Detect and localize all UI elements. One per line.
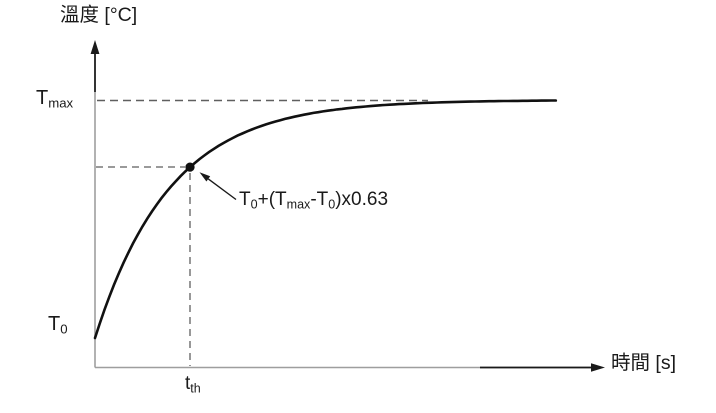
response-point-dot — [185, 162, 195, 172]
annot-s2: max — [286, 197, 311, 212]
t0-sub: 0 — [60, 321, 68, 337]
y-axis-arrow-icon — [90, 40, 100, 54]
tth-sub: th — [190, 381, 201, 396]
tth-tick-label: tth — [185, 374, 201, 395]
annot-s1: 0 — [250, 197, 258, 212]
annot-p4: )x0.63 — [335, 189, 389, 210]
annot-p2: +(T — [257, 189, 287, 210]
t0-main: T — [48, 313, 61, 335]
x-axis-title: 時間 [s] — [611, 352, 677, 374]
point-annotation-label: T0+(Tmax-T0)x0.63 — [239, 190, 388, 211]
annot-p3: -T — [310, 189, 329, 210]
annot-s3: 0 — [328, 197, 336, 212]
t0-tick-label: T0 — [48, 314, 68, 336]
tmax-main: T — [36, 87, 49, 109]
annot-p1: T — [239, 189, 251, 210]
x-axis-arrow-icon — [591, 363, 605, 372]
tmax-tick-label: Tmax — [36, 88, 73, 110]
annotation-arrow-head-icon — [199, 172, 211, 182]
temperature-curve — [93, 99, 558, 340]
tmax-sub: max — [48, 95, 74, 111]
annotation-arrow-line — [207, 178, 237, 201]
tth-main: t — [185, 373, 191, 394]
y-axis-title: 溫度 [°C] — [60, 4, 138, 26]
